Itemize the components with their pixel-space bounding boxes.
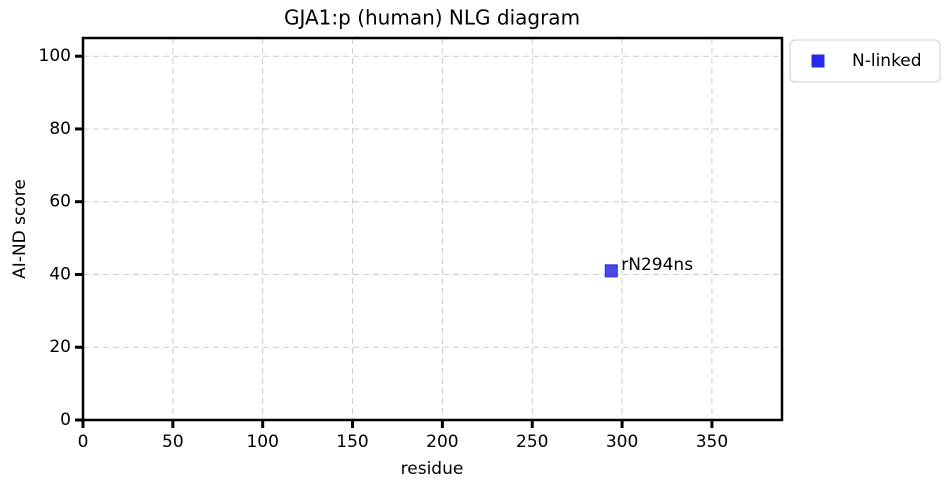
x-tick-label: 200 <box>426 432 458 452</box>
y-tick-label: 40 <box>49 264 71 284</box>
x-tick-label: 150 <box>336 432 368 452</box>
plot-frame <box>81 36 784 422</box>
x-tick-label: 250 <box>516 432 548 452</box>
chart-title: GJA1:p (human) NLG diagram <box>284 6 580 30</box>
y-tick-label: 20 <box>49 337 71 357</box>
x-axis-label: residue <box>401 459 464 479</box>
y-tick-label: 60 <box>49 192 71 212</box>
x-tick-label: 100 <box>246 432 278 452</box>
x-tick-label: 0 <box>78 432 89 452</box>
legend-box <box>789 39 941 83</box>
point-label: rN294ns <box>621 255 693 275</box>
x-tick-label: 50 <box>162 432 184 452</box>
legend-marker <box>811 54 825 68</box>
y-axis-label: AI-ND score <box>10 179 30 279</box>
y-tick-label: 80 <box>49 119 71 139</box>
y-tick-label: 0 <box>60 410 71 430</box>
legend-label: N-linked <box>852 51 922 71</box>
scatter-point <box>604 264 618 278</box>
x-tick-label: 300 <box>606 432 638 452</box>
x-tick-label: 350 <box>696 432 728 452</box>
y-tick-label: 100 <box>39 46 71 66</box>
